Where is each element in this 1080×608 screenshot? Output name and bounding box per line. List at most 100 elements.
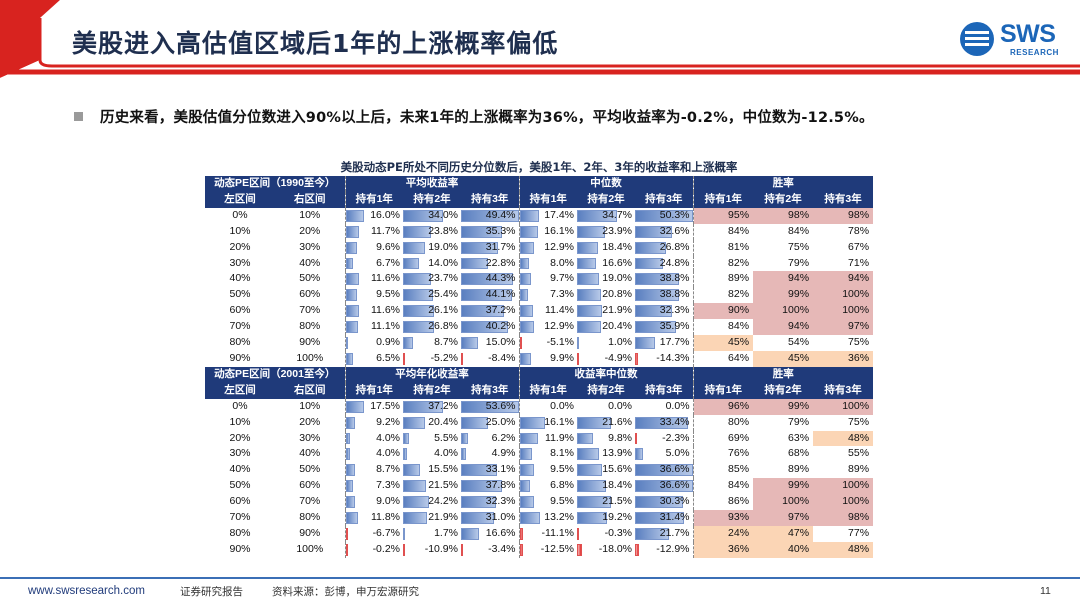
median-cell: 9.8% [577,431,635,447]
cell-value: 0.9% [376,336,400,349]
left-bound-cell: 80% [229,526,251,539]
return-cell: 35.3% [461,224,519,240]
median-cell: -12.5% [518,541,578,558]
cell-value: 11.9% [545,431,575,444]
cell-value: 38.8% [659,272,690,285]
column-header: 持有1年 [692,191,754,208]
return-cell: 9.6% [344,239,403,256]
negative-data-bar [577,527,580,540]
median-cell: 20.4% [577,319,635,335]
winrate-cell: 63% [788,431,810,444]
positive-data-bar [461,337,479,349]
winrate-cell: 47% [753,525,814,542]
column-header: 持有2年 [403,191,461,208]
cell-value: 9.9% [550,351,575,364]
return-cell: 9.5% [344,287,403,304]
median-cell: -2.3% [635,431,693,447]
cell-value: 11.4% [545,304,575,317]
winrate-cell: 98% [753,207,814,224]
cell-value: 4.9% [491,447,516,460]
cell-value: 11.1% [371,320,400,333]
cell-value: 33.1% [485,463,516,476]
winrate-cell: 99% [753,398,814,415]
cell-value: 53.6% [485,399,516,412]
median-cell: -11.1% [518,525,578,542]
table-row: 60% 70% 9.0% 24.2% 32.3% 9.5% 21.5% 30.3% 86% 100… [205,494,874,511]
cell-value: 6.7% [376,256,400,269]
cell-value: 8.1% [550,447,575,460]
cell-value: -8.4% [488,351,516,364]
cell-value: 8.7% [376,463,400,476]
positive-data-bar [520,496,535,509]
table-row: 20% 30% 4.0% 5.5% 6.2% 11.9% 9.8% -2.3% 69% 63% 48… [205,430,874,447]
positive-data-bar [520,257,529,270]
table-row: 90% 100% -0.2% -10.9% -3.4% -12.5% -18.0% -12.9… [205,541,874,558]
return-cell: 49.4% [461,208,519,224]
range-group-header: 动态PE区间（2001至今） [205,366,345,383]
return-cell: 19.0% [403,240,461,256]
positive-data-bar [461,257,488,270]
left-bound-cell: 0% [232,399,248,412]
median-cell: -14.3% [635,351,693,367]
return-cell: 37.2% [403,399,461,415]
winrate-cell: 94% [753,271,814,288]
positive-data-bar [635,464,693,477]
bullet-square-icon [74,112,83,121]
left-bound-cell: 50% [229,288,251,301]
cell-value: 5.5% [434,431,458,444]
cell-value: 35.9% [659,320,690,333]
cell-value: 23.8% [428,224,458,237]
positive-data-bar [520,448,533,461]
positive-data-bar [577,209,618,222]
cell-value: 17.7% [659,336,690,349]
column-header: 持有3年 [813,191,874,208]
winrate-cell: 100% [813,398,874,415]
table-row: 60% 70% 11.6% 26.1% 37.2% 11.4% 21.9% 32.3% 90% 1… [205,303,874,320]
right-bound-cell: 20% [299,415,321,428]
winrate-cell: 48% [813,430,874,447]
column-header: 持有1年 [344,191,403,208]
positive-data-bar [403,305,434,318]
winrate-cell: 100% [813,287,874,304]
positive-data-bar [403,289,433,302]
winrate-cell: 64% [692,350,754,367]
table-row: 80% 90% 0.9% 8.7% 15.0% -5.1% 1.0% 17.7% 45% 54% 7… [205,335,873,351]
positive-data-bar [461,225,503,238]
cell-value: 24.2% [428,495,458,508]
table-row: 70% 80% 11.1% 26.8% 40.2% 12.9% 20.4% 35.9% 84% 9… [205,319,874,336]
column-header: 右区间 [275,382,345,399]
cell-value: 16.6% [602,256,633,269]
positive-data-bar [635,241,666,254]
return-cell: 7.3% [344,478,403,495]
range-group-header: 动态PE区间（1990至今） [205,176,345,192]
left-bound-cell: 20% [229,240,251,253]
cell-value: 4.0% [434,447,458,460]
column-header: 持有2年 [753,191,814,208]
positive-data-bar [346,209,365,222]
positive-data-bar [346,448,350,461]
right-bound-cell: 40% [299,256,321,269]
left-bound-cell: 60% [229,304,251,317]
median-cell: 9.9% [518,350,578,367]
logo-subtext: RESEARCH [1010,48,1059,57]
return-cell: 44.1% [461,287,519,303]
return-cell: 37.2% [461,303,519,319]
column-header: 持有2年 [403,382,461,399]
table-row: 40% 50% 11.6% 23.7% 44.3% 9.7% 19.0% 38.8% 89% 94… [205,271,874,288]
footer-url[interactable]: www.swsresearch.com [28,585,145,597]
column-header: 持有3年 [635,382,694,399]
cell-value: 32.3% [659,304,690,317]
median-cell: 0.0% [518,398,578,415]
winrate-cell: 81% [692,239,754,256]
right-bound-cell: 90% [299,336,321,349]
cell-value: 37.2% [428,399,458,412]
return-cell: 44.3% [461,271,519,287]
median-cell: 50.3% [635,208,693,224]
positive-data-bar [403,209,443,222]
winrate-cell: 45% [753,350,814,367]
cell-value: 23.7% [428,272,458,285]
footer-rule [0,577,1080,579]
cell-value: 38.8% [659,288,690,301]
left-bound-cell: 10% [229,224,251,237]
median-cell: 11.9% [518,430,578,447]
